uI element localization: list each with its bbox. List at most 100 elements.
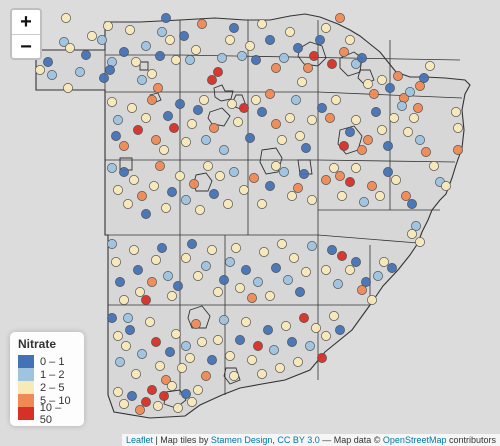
attribution-text: , [272,435,278,445]
well-marker [153,83,163,93]
well-marker [339,47,349,57]
well-marker [383,141,393,151]
well-marker [233,117,243,127]
well-marker [369,89,379,99]
well-marker [145,317,155,327]
well-marker [327,245,337,255]
legend-item: 10 – 50 [18,402,76,426]
well-marker [241,317,251,327]
well-marker [285,113,295,123]
well-marker [401,191,411,201]
well-marker [163,111,173,121]
well-marker [197,19,207,29]
well-marker [185,55,195,65]
well-marker [115,357,125,367]
well-marker [407,199,417,209]
well-marker [421,147,431,157]
well-marker [253,277,263,287]
well-markers[interactable] [35,13,463,415]
well-marker [201,261,211,271]
well-marker [149,181,159,191]
well-marker [87,31,97,41]
well-marker [129,175,139,185]
well-marker [217,53,227,63]
municipal-boundary [119,157,133,171]
well-marker [415,135,425,145]
well-marker [419,73,429,83]
well-marker [123,199,133,209]
well-marker [235,335,245,345]
well-marker [287,337,297,347]
well-marker [295,131,305,141]
well-marker [113,331,123,341]
stamen-link[interactable]: Stamen Design [210,435,273,445]
well-marker [197,337,207,347]
well-marker [441,181,451,191]
well-marker [311,323,321,333]
well-marker [377,125,387,135]
well-marker [275,363,285,373]
well-marker [165,35,175,45]
municipal-boundary [259,147,283,175]
well-marker [245,41,255,51]
well-marker [321,331,331,341]
legend-label: 2 – 5 [40,381,65,394]
well-marker [111,257,121,267]
well-marker [247,293,257,303]
well-marker [195,205,205,215]
legend-title: Nitrate [18,337,57,351]
well-marker [99,73,109,83]
leaflet-link[interactable]: Leaflet [125,435,153,445]
well-marker [191,319,201,329]
well-marker [141,209,151,219]
well-marker [289,253,299,263]
well-marker [81,50,91,60]
well-marker [251,55,261,65]
municipal-boundary [297,41,327,67]
well-marker [107,97,117,107]
well-marker [387,263,397,273]
well-marker [361,277,371,287]
osm-link[interactable]: OpenStreetMap [382,435,447,445]
township-line [179,54,461,61]
well-marker [125,25,135,35]
well-marker [179,31,189,41]
well-marker [363,135,373,145]
well-marker [173,281,183,291]
well-marker [227,99,237,109]
well-marker [193,385,203,395]
well-marker [235,283,245,293]
legend-swatch-1-2 [18,368,34,381]
well-marker [61,13,71,23]
well-marker [429,161,439,171]
well-marker [397,101,407,111]
municipal-boundary [339,51,363,77]
well-marker [321,23,331,33]
well-marker [425,61,435,71]
zoom-out-button[interactable]: − [12,34,40,58]
well-marker [257,369,267,379]
well-marker [373,271,383,281]
well-marker [281,321,291,331]
well-marker [317,353,327,363]
well-marker [167,291,177,301]
well-marker [213,67,223,77]
well-marker [151,135,161,145]
well-marker [113,185,123,195]
well-marker [47,70,57,80]
well-marker [307,195,317,205]
well-marker [131,57,141,67]
license-link[interactable]: CC BY 3.0 [277,435,320,445]
well-marker [283,275,293,285]
well-marker [207,245,217,255]
well-marker [247,355,257,365]
well-marker [43,57,53,67]
well-marker [163,271,173,281]
well-marker [173,403,183,413]
well-marker [161,13,171,23]
well-marker [185,353,195,363]
zoom-in-button[interactable]: + [12,10,40,34]
legend-item: 2 – 5 [18,381,76,394]
